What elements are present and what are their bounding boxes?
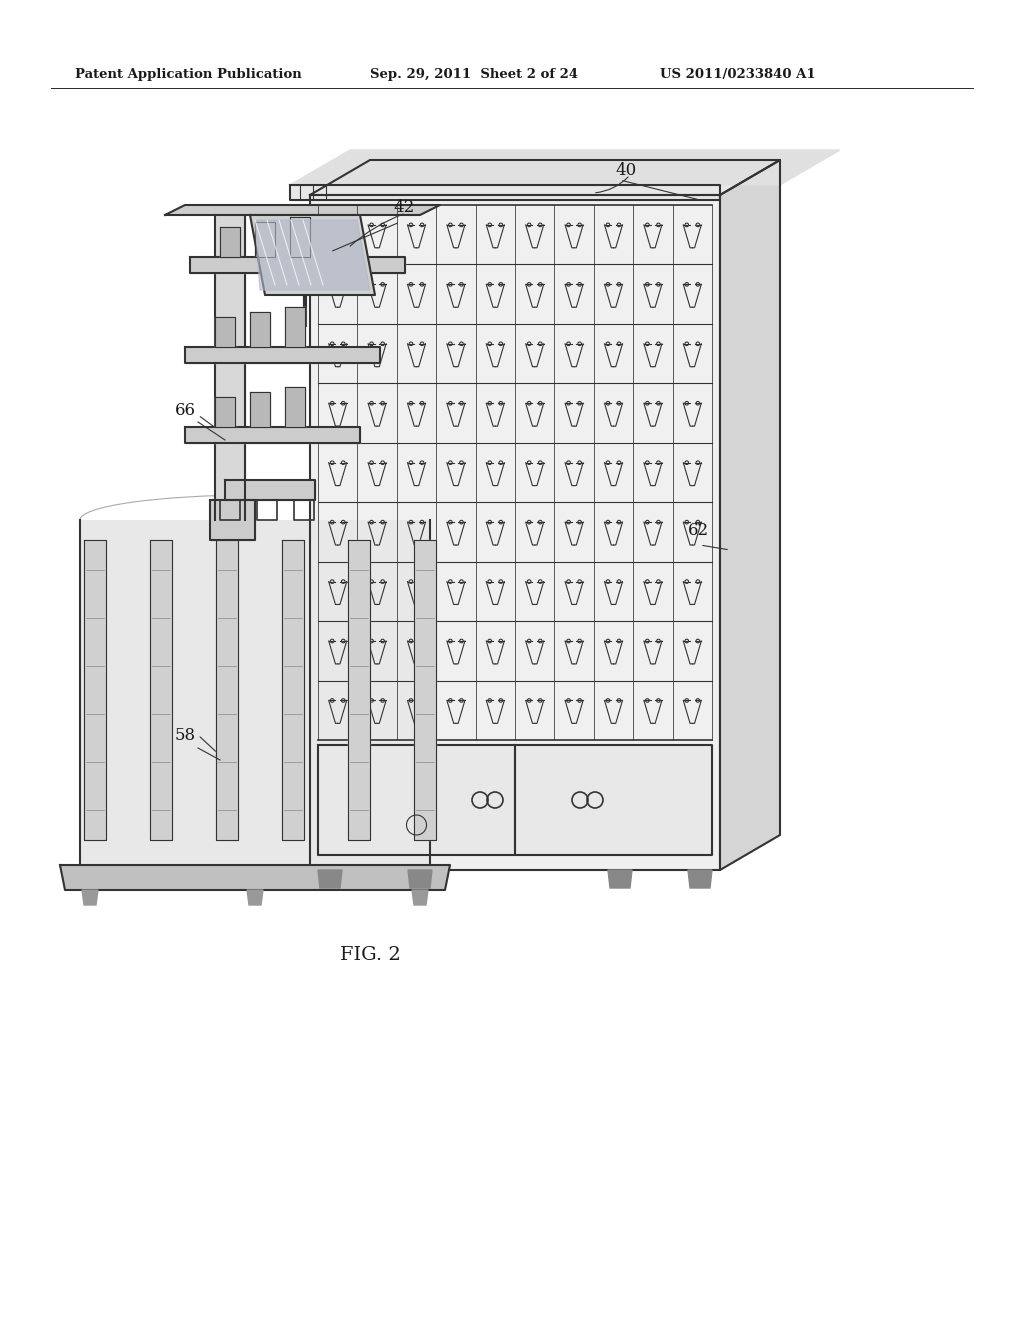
Polygon shape (220, 227, 240, 257)
Polygon shape (250, 215, 375, 294)
Polygon shape (318, 744, 515, 855)
Polygon shape (247, 890, 263, 906)
Text: 42: 42 (393, 199, 415, 216)
Polygon shape (282, 540, 304, 840)
Polygon shape (688, 870, 712, 888)
Polygon shape (82, 890, 98, 906)
Polygon shape (318, 870, 342, 888)
Text: 40: 40 (615, 162, 636, 180)
Polygon shape (608, 870, 632, 888)
FancyBboxPatch shape (80, 520, 430, 865)
Text: Patent Application Publication: Patent Application Publication (75, 69, 302, 81)
Polygon shape (185, 426, 360, 444)
Text: US 2011/0233840 A1: US 2011/0233840 A1 (660, 69, 816, 81)
Polygon shape (215, 215, 245, 520)
Polygon shape (290, 150, 840, 185)
Polygon shape (290, 216, 310, 257)
Text: FIG. 2: FIG. 2 (340, 946, 400, 964)
Polygon shape (310, 195, 720, 870)
Polygon shape (150, 540, 172, 840)
Text: Sep. 29, 2011  Sheet 2 of 24: Sep. 29, 2011 Sheet 2 of 24 (370, 69, 579, 81)
Polygon shape (285, 308, 305, 347)
Polygon shape (84, 540, 106, 840)
Polygon shape (414, 540, 436, 840)
Polygon shape (515, 744, 712, 855)
Text: 66: 66 (175, 403, 196, 418)
Polygon shape (285, 387, 305, 426)
Text: 58: 58 (175, 727, 197, 744)
Polygon shape (720, 160, 780, 870)
Polygon shape (255, 222, 275, 257)
Polygon shape (225, 480, 315, 500)
Polygon shape (210, 500, 255, 540)
Text: 62: 62 (688, 521, 710, 539)
Polygon shape (290, 185, 720, 201)
Polygon shape (348, 540, 370, 840)
Polygon shape (250, 392, 270, 426)
Polygon shape (310, 160, 780, 195)
Polygon shape (60, 865, 450, 890)
Polygon shape (255, 220, 370, 290)
Polygon shape (250, 312, 270, 347)
Polygon shape (408, 870, 432, 888)
Polygon shape (412, 890, 428, 906)
Polygon shape (215, 397, 234, 426)
Polygon shape (215, 317, 234, 347)
Polygon shape (185, 347, 380, 363)
Polygon shape (216, 540, 238, 840)
Polygon shape (165, 205, 440, 215)
Polygon shape (190, 257, 406, 273)
